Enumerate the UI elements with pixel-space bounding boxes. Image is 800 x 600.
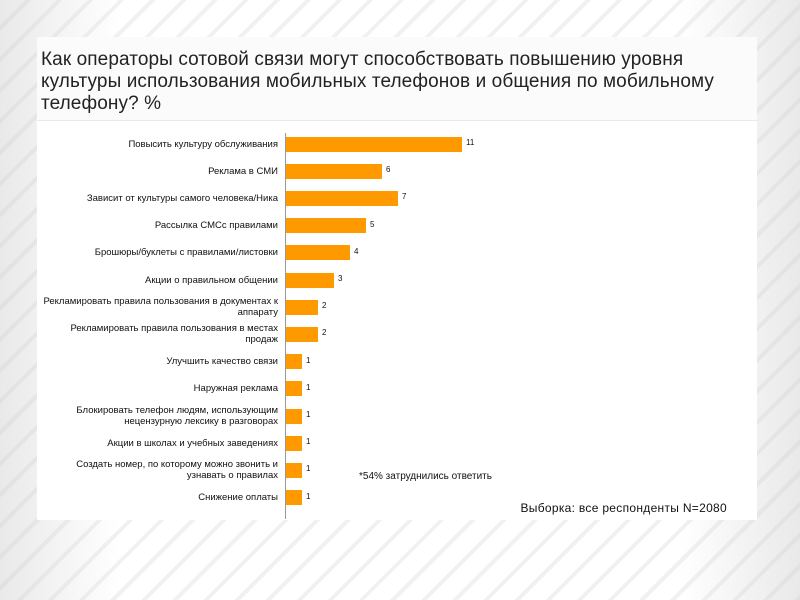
chart-title: Как операторы сотовой связи могут способ…: [41, 49, 714, 114]
value-label: 2: [322, 301, 327, 311]
title-band: [37, 37, 757, 121]
value-label: 7: [402, 192, 407, 202]
value-label: 1: [306, 491, 311, 501]
bar: [286, 435, 302, 451]
bar: [286, 326, 318, 342]
bar: [286, 163, 382, 179]
value-label: 6: [386, 165, 391, 175]
bar: [286, 381, 302, 397]
note-text: *54% затруднились ответить: [359, 471, 492, 482]
value-label: 4: [354, 246, 359, 256]
sample-size-text: Выборка: все респонденты N=2080: [520, 501, 727, 515]
category-label: Блокировать телефон людям, использующим …: [76, 405, 278, 427]
category-label: Акции о правильном общении: [145, 274, 278, 286]
value-label: 1: [306, 355, 311, 365]
category-label: Улучшить качество связи: [166, 356, 278, 368]
value-label: 5: [370, 219, 375, 229]
value-label: 11: [466, 138, 475, 147]
category-label: Рассылка СМСс правилами: [154, 220, 278, 232]
bar: [286, 245, 350, 261]
value-label: 1: [306, 410, 311, 419]
category-label: Акции в школах и учебных заведениях: [107, 437, 278, 449]
value-label: 3: [338, 274, 343, 283]
value-label: 1: [306, 437, 311, 447]
category-axis-line: [285, 133, 286, 519]
bar: [286, 136, 462, 152]
category-label: Создать номер, по которому можно звонить…: [76, 459, 278, 482]
bar: [286, 354, 302, 370]
bar: [286, 190, 398, 206]
category-label: Снижение оплаты: [198, 492, 278, 504]
value-label: 1: [306, 382, 311, 392]
bar: [286, 299, 318, 315]
category-label: Зависит от культуры самого человека/Ника: [86, 192, 278, 204]
category-label: Реклама в СМИ: [208, 165, 278, 177]
value-label: 1: [306, 464, 311, 474]
category-label: Рекламировать правила пользования в доку…: [43, 296, 278, 319]
slide: Как операторы сотовой связи могут способ…: [37, 37, 757, 520]
bar: [286, 408, 302, 424]
bar: [286, 218, 366, 234]
category-label: Повысить культуру обслуживания: [128, 138, 278, 150]
bar: [286, 272, 334, 288]
bar: [286, 462, 302, 478]
value-label: 2: [322, 328, 327, 338]
category-label: Наружная реклама: [193, 383, 278, 395]
category-label: Брошюры/буклеты с правилами/листовки: [94, 247, 278, 259]
bar: [286, 490, 302, 506]
category-label: Рекламировать правила пользования в мест…: [70, 323, 278, 346]
